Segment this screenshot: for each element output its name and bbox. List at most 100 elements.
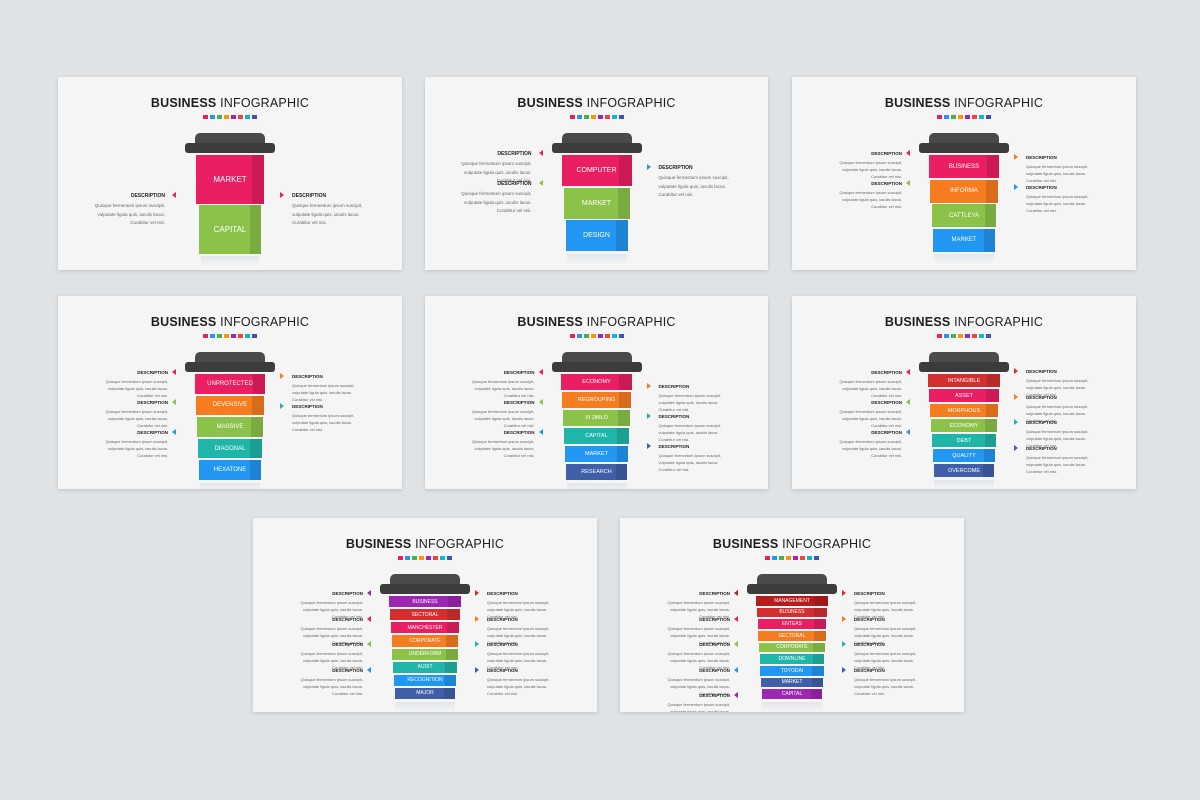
segment-label: MARKET: [585, 451, 608, 457]
cup-segment: ASSET: [929, 389, 999, 402]
description-text: Quisque fermentum ipsum suscipit,: [1026, 454, 1089, 460]
description-block: DESCRIPTION Quisque fermentum ipsum susci…: [824, 400, 902, 429]
description-title: DESCRIPTION: [332, 642, 363, 647]
segment-label: MARKET: [781, 679, 803, 686]
description-text: Curabitur vel nisi.: [503, 393, 535, 398]
color-dots: [569, 334, 624, 338]
arrow-right-icon: [475, 666, 479, 673]
description-text: Quisque fermentum ipsum suscipit,: [854, 651, 917, 656]
description-text: Quisque fermentum ipsum suscipit,: [300, 600, 363, 605]
description-title: DESCRIPTION: [1026, 394, 1057, 400]
color-dot: [937, 334, 942, 338]
segment-shade: [444, 674, 457, 686]
description-text: Curabitur vel nisi.: [137, 423, 168, 428]
description-block: DESCRIPTION Quisque fermentum ipsum susci…: [652, 693, 730, 712]
segment-shade: [445, 648, 458, 660]
cup-segment: MANAGEMENT: [756, 596, 828, 606]
description-text: Quisque fermentum ipsum suscipit,: [300, 625, 363, 631]
description-block: DESCRIPTION Quisque fermentum ipsum susci…: [285, 591, 363, 620]
description-text: Curabitur vel nisi.: [1026, 468, 1057, 474]
segment-shade: [983, 228, 995, 252]
description-text: Curabitur vel nisi.: [496, 208, 532, 213]
segment-shade: [249, 205, 261, 254]
description-title: DESCRIPTION: [292, 193, 327, 199]
arrow-left-icon: [538, 429, 543, 435]
description-text: Quisque fermentum ipsum suscipit,: [839, 409, 902, 414]
description-text: vulputate ligula quis, iaculis lacus.: [669, 658, 730, 663]
color-dot: [576, 334, 582, 338]
cup-segment: RECOGNITION: [393, 674, 457, 686]
segment-shade: [447, 609, 460, 621]
title-bold: BUSINESS: [517, 315, 583, 329]
cup-segment: COMPUTER: [561, 155, 632, 187]
description-text: Quisque fermentum ipsum suscipit,: [658, 453, 721, 458]
description-block: DESCRIPTION Quisque fermentum ipsum susci…: [659, 414, 737, 443]
color-dot: [398, 556, 403, 560]
segment-label: BUSINESS: [412, 598, 438, 605]
cup-segment: MARKET: [933, 228, 995, 252]
description-text: vulputate ligula quis, iaculis lacus.: [841, 416, 902, 421]
cup-segment: AUDIT: [393, 661, 457, 673]
description-block: DESCRIPTION Quisque fermentum ipsum susci…: [285, 642, 363, 671]
description-text: vulputate ligula quis, iaculis lacus.: [107, 446, 168, 451]
description-text: Quisque fermentum ipsum suscipit,: [658, 393, 721, 398]
description-title: DESCRIPTION: [503, 370, 535, 375]
description-text: vulputate ligula quis, iaculis lacus.: [1026, 385, 1087, 390]
description-text: vulputate ligula quis, iaculis lacus.: [854, 683, 915, 689]
color-dot: [569, 334, 575, 338]
description-text: Curabitur vel nisi.: [699, 665, 730, 670]
segment-shade: [616, 464, 627, 480]
segment-shade: [813, 619, 827, 629]
cup-segment: DOWNLINE: [759, 654, 825, 664]
arrow-right-icon: [475, 615, 479, 622]
description-block: DESCRIPTION Quisque fermentum ipsum susci…: [854, 668, 932, 697]
description-text: vulputate ligula quis, iaculis lacus.: [474, 446, 535, 451]
description-text: Curabitur vel nisi.: [137, 453, 168, 458]
description-text: vulputate ligula quis, iaculis lacus.: [658, 400, 719, 405]
description-text: Quisque fermentum ipsum suscipit,: [1026, 378, 1089, 383]
description-title: DESCRIPTION: [292, 404, 323, 409]
description-text: Curabitur vel nisi.: [496, 178, 532, 183]
description-text: Quisque fermentum ipsum suscipit,: [487, 625, 550, 631]
arrow-left-icon: [734, 615, 738, 622]
description-title: DESCRIPTION: [292, 374, 323, 379]
slide-3: BUSINESS INFOGRAPHIC BUSINESS INFORMA CATTL…: [792, 77, 1136, 270]
cup-segment: SECTORAL: [390, 609, 460, 621]
cup-segment: ENTEAS: [757, 619, 827, 629]
color-dot: [786, 556, 791, 560]
segment-shade: [447, 596, 461, 608]
description-text: Curabitur vel nisi.: [854, 614, 885, 619]
segment-shade: [616, 220, 628, 252]
description-text: vulputate ligula quis, iaculis lacus.: [292, 390, 353, 395]
description-text: Curabitur vel nisi.: [292, 397, 323, 402]
arrow-left-icon: [906, 150, 910, 156]
segment-label: COMPUTER: [576, 167, 617, 175]
description-text: Quisque fermentum ipsum suscipit,: [667, 676, 730, 682]
description-text: Quisque fermentum ipsum suscipit,: [839, 379, 902, 384]
cup-infographic: INTANGIBLE ASSET MORPHOUS ECONOMY DEBT QUALIT…: [792, 296, 1136, 489]
color-dot: [210, 334, 215, 338]
description-title: DESCRIPTION: [137, 370, 168, 375]
cup-segment: CATTLEYA: [931, 204, 997, 227]
color-dot: [590, 334, 596, 338]
description-text: Quisque fermentum ipsum suscipit,: [292, 413, 355, 418]
description-text: vulputate ligula quis, iaculis lacus.: [669, 607, 730, 612]
description-block: DESCRIPTION Quisque fermentum ipsum susci…: [824, 151, 902, 180]
cup-segment: MARKET: [195, 155, 265, 204]
description-text: Curabitur vel nisi.: [658, 192, 694, 197]
title-rest: INFOGRAPHIC: [216, 96, 310, 110]
segment-shade: [249, 460, 261, 480]
arrow-left-icon: [734, 666, 738, 673]
description-text: vulputate ligula quis, iaculis lacus.: [1026, 461, 1087, 467]
cup-lid-rim: [380, 584, 470, 594]
color-dot: [604, 115, 610, 119]
description-text: Curabitur vel nisi.: [487, 614, 518, 619]
description-title: DESCRIPTION: [854, 616, 885, 622]
color-dot: [937, 115, 942, 119]
arrow-right-icon: [280, 403, 284, 409]
description-block: DESCRIPTION Quisque fermentum ipsum susci…: [457, 181, 532, 216]
cup-infographic: BUSINESS INFORMA CATTLEYA MARKET: [792, 77, 1136, 270]
segment-shade: [813, 631, 826, 641]
segment-shade: [984, 434, 997, 447]
description-block: DESCRIPTION Quisque fermentum ipsum susci…: [854, 642, 932, 671]
